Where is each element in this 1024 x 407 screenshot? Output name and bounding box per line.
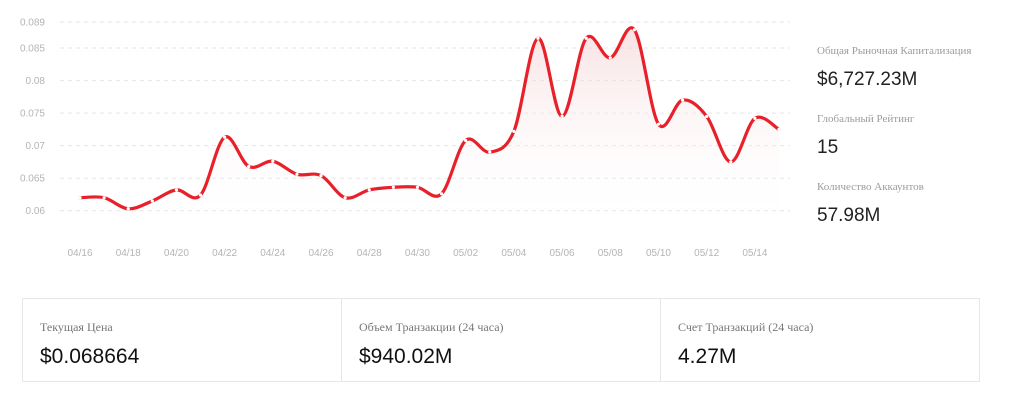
x-tick-label: 04/16 [67,248,92,259]
x-tick-label: 04/30 [405,248,430,259]
x-axis: 04/16 04/18 04/20 04/22 04/24 04/26 04/28 04/30… [67,248,767,259]
x-tick-label: 05/08 [598,248,623,259]
global-rank-block: Глобальный Рейтинг 15 [817,112,1017,161]
data-point [464,138,468,143]
price-area [80,27,779,228]
data-point [512,129,516,133]
data-point [295,172,299,176]
tx-volume-label: Объем Транзакции (24 часа) [359,320,504,334]
tx-volume-value: $940.02M [359,345,453,368]
data-point [367,188,371,192]
accounts-block: Количество Аккаунтов 57.98M [817,180,1017,229]
x-tick-label: 05/04 [501,248,526,259]
data-point [102,196,106,200]
x-tick-label: 04/20 [164,248,189,259]
market-cap-block: Общая Рыночная Капитализация $6,727.23M [817,44,1017,93]
global-rank-value: 15 [817,137,839,158]
data-point [488,150,492,154]
data-point [632,28,636,32]
x-tick-label: 04/24 [260,248,285,259]
x-tick-label: 04/22 [212,248,237,259]
data-point [247,164,251,169]
data-point [126,207,130,211]
x-tick-label: 04/28 [357,248,382,259]
data-point [223,135,227,139]
tx-count-label: Счет Транзакций (24 часа) [678,320,814,334]
data-point [584,36,588,40]
market-cap-label: Общая Рыночная Капитализация [817,45,972,57]
x-tick-label: 05/06 [550,248,575,259]
bottom-stats: Текущая Цена $0.068664 Объем Транзакции … [22,298,980,382]
y-tick-label: 0.065 [20,174,45,185]
data-point [656,122,661,126]
data-point [729,160,733,164]
x-tick-label: 05/10 [646,248,671,259]
data-point [415,185,420,189]
current-price-label: Текущая Цена [40,320,113,334]
data-point [680,98,685,102]
data-point [439,192,444,196]
x-tick-label: 04/26 [309,248,334,259]
tx-count-card: Счет Транзакций (24 часа) 4.27M [661,299,979,381]
data-point [343,196,347,200]
data-points [78,28,781,211]
current-price-value: $0.068664 [40,345,140,368]
data-point [391,185,395,189]
data-point [560,114,564,118]
data-point [174,188,179,192]
tx-count-value: 4.27M [678,345,737,368]
side-stats: Общая Рыночная Капитализация $6,727.23M … [817,44,1017,248]
data-point [198,193,203,197]
data-point [608,56,612,60]
y-tick-label: 0.07 [26,141,46,152]
accounts-value: 57.98M [817,205,881,226]
data-point [705,114,709,118]
market-cap-value: $6,727.23M [817,69,918,90]
data-point [271,159,275,163]
accounts-label: Количество Аккаунтов [817,181,924,193]
data-point [78,196,82,200]
tx-volume-card: Объем Транзакции (24 часа) $940.02M [342,299,661,381]
y-tick-label: 0.08 [26,76,46,87]
x-tick-label: 05/02 [453,248,478,259]
x-tick-label: 05/12 [694,248,719,259]
data-point [536,36,540,40]
y-tick-label: 0.085 [20,44,45,55]
y-tick-label: 0.089 [20,18,45,29]
data-point [777,127,781,131]
y-axis: 0.06 0.065 0.07 0.075 0.08 0.085 0.089 [20,18,45,218]
current-price-card: Текущая Цена $0.068664 [23,299,342,381]
global-rank-label: Глобальный Рейтинг [817,113,915,125]
y-tick-label: 0.075 [20,109,45,120]
data-point [753,116,757,120]
y-tick-label: 0.06 [26,206,46,217]
x-tick-label: 05/14 [742,248,767,259]
data-point [319,173,323,178]
x-tick-label: 04/18 [116,248,141,259]
data-point [150,199,154,203]
